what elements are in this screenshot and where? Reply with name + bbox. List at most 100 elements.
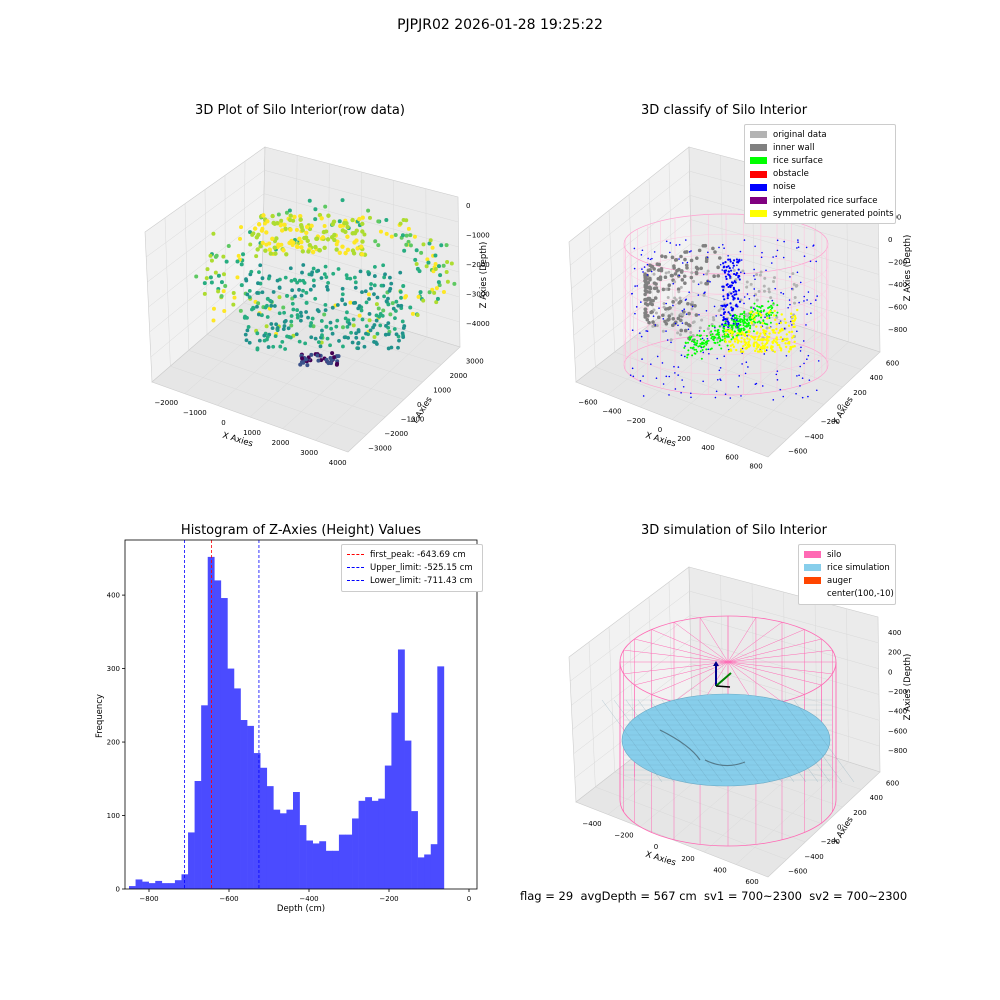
noise-point bbox=[730, 292, 733, 295]
original-point bbox=[792, 282, 796, 286]
symmetric-point bbox=[724, 333, 728, 336]
original-point bbox=[794, 284, 798, 288]
scatter-point bbox=[369, 286, 373, 291]
noise-point bbox=[787, 306, 789, 309]
scatter-point bbox=[293, 278, 298, 282]
scatter-point bbox=[364, 324, 369, 329]
symmetric-point bbox=[760, 314, 763, 317]
scatter-point bbox=[414, 261, 419, 266]
legend-swatch bbox=[804, 564, 821, 572]
scatter-point bbox=[290, 301, 295, 306]
panel4-y-tick: −400 bbox=[804, 853, 823, 861]
noise-point bbox=[633, 267, 636, 270]
scatter-point bbox=[372, 292, 376, 297]
scatter-point bbox=[343, 250, 348, 256]
original-point bbox=[706, 269, 710, 273]
scatter-point bbox=[281, 248, 286, 253]
scatter-point bbox=[357, 313, 362, 318]
inner-wall-point bbox=[667, 283, 672, 288]
symmetric-point bbox=[752, 344, 755, 347]
symmetric-point bbox=[755, 332, 759, 335]
panel4-x-tick: 400 bbox=[713, 867, 726, 875]
original-point bbox=[772, 276, 776, 280]
scatter-point bbox=[307, 198, 312, 203]
scatter-point bbox=[412, 234, 417, 239]
scatter-point bbox=[323, 264, 328, 269]
symmetric-point bbox=[763, 349, 767, 353]
rice-surface-point bbox=[734, 325, 737, 328]
noise-point bbox=[731, 281, 735, 285]
noise-point bbox=[735, 293, 738, 296]
scatter-point bbox=[436, 280, 441, 285]
symmetric-point bbox=[755, 325, 758, 328]
scatter-point bbox=[329, 326, 333, 331]
scatter-point bbox=[406, 239, 411, 244]
panel2-y-tick: 400 bbox=[870, 374, 883, 382]
rice-surface-point bbox=[743, 318, 746, 321]
symmetric-point bbox=[782, 339, 785, 342]
scatter-point bbox=[258, 263, 263, 268]
scatter-point bbox=[354, 238, 359, 243]
scatter-point bbox=[340, 244, 345, 249]
scatter-point bbox=[322, 272, 327, 277]
panel3-x-tick: −400 bbox=[299, 895, 318, 903]
scatter-point bbox=[350, 248, 356, 253]
rice-surface-point bbox=[742, 324, 745, 327]
scatter-point bbox=[273, 334, 278, 339]
scatter-point bbox=[208, 253, 213, 258]
panel2-y-tick: −200 bbox=[821, 418, 840, 426]
symmetric-point bbox=[760, 338, 763, 341]
noise-point bbox=[774, 287, 777, 290]
symmetric-point bbox=[779, 330, 782, 333]
panel2-grid bbox=[570, 155, 880, 445]
scatter-point bbox=[301, 360, 306, 365]
scatter-point bbox=[400, 331, 405, 336]
rice-surface-point bbox=[692, 341, 695, 344]
scatter-point bbox=[346, 335, 351, 340]
inner-wall-point bbox=[676, 316, 681, 321]
original-point bbox=[759, 270, 763, 274]
scatter-point bbox=[320, 235, 326, 240]
symmetric-point bbox=[762, 331, 765, 334]
noise-point bbox=[681, 322, 684, 324]
rice-surface-point bbox=[755, 315, 758, 318]
noise-point bbox=[634, 285, 636, 287]
scatter-point bbox=[247, 340, 252, 345]
legend-label: rice surface bbox=[773, 155, 823, 166]
scatter-point bbox=[340, 286, 345, 291]
noise-point bbox=[782, 395, 785, 398]
scatter-point bbox=[350, 340, 355, 345]
inner-wall-point bbox=[658, 275, 663, 279]
histogram-bar bbox=[430, 844, 438, 889]
noise-point bbox=[761, 251, 763, 254]
rice-surface-point bbox=[710, 347, 713, 350]
panel2-z-label: Z Axies (Depth) bbox=[903, 235, 913, 302]
rice-surface-point bbox=[704, 341, 707, 344]
rice-surface-point bbox=[742, 327, 745, 330]
scatter-point bbox=[324, 275, 329, 280]
scatter-point bbox=[204, 276, 209, 281]
noise-point bbox=[674, 372, 676, 374]
scatter-point bbox=[396, 345, 400, 350]
noise-point bbox=[722, 289, 725, 292]
rice-surface-point bbox=[733, 316, 736, 319]
scatter-point bbox=[360, 317, 365, 322]
noise-point bbox=[675, 244, 678, 246]
noise-point bbox=[650, 363, 652, 365]
inner-wall-point bbox=[689, 258, 694, 263]
noise-point bbox=[729, 277, 731, 279]
panel1-y-tick: 1000 bbox=[433, 386, 451, 394]
scatter-point bbox=[298, 217, 303, 222]
symmetric-point bbox=[730, 334, 734, 337]
scatter-point bbox=[255, 291, 260, 295]
rice-surface-point bbox=[717, 333, 720, 336]
scatter-point bbox=[394, 332, 399, 337]
rice-surface-point bbox=[726, 335, 729, 338]
histogram-bar bbox=[260, 767, 268, 889]
histogram-bar bbox=[214, 580, 222, 889]
scatter-point bbox=[376, 243, 381, 248]
noise-point bbox=[702, 273, 705, 276]
scatter-point bbox=[348, 276, 353, 281]
panel1-y-tick: −3000 bbox=[368, 445, 392, 453]
rice-surface-point bbox=[693, 338, 696, 341]
